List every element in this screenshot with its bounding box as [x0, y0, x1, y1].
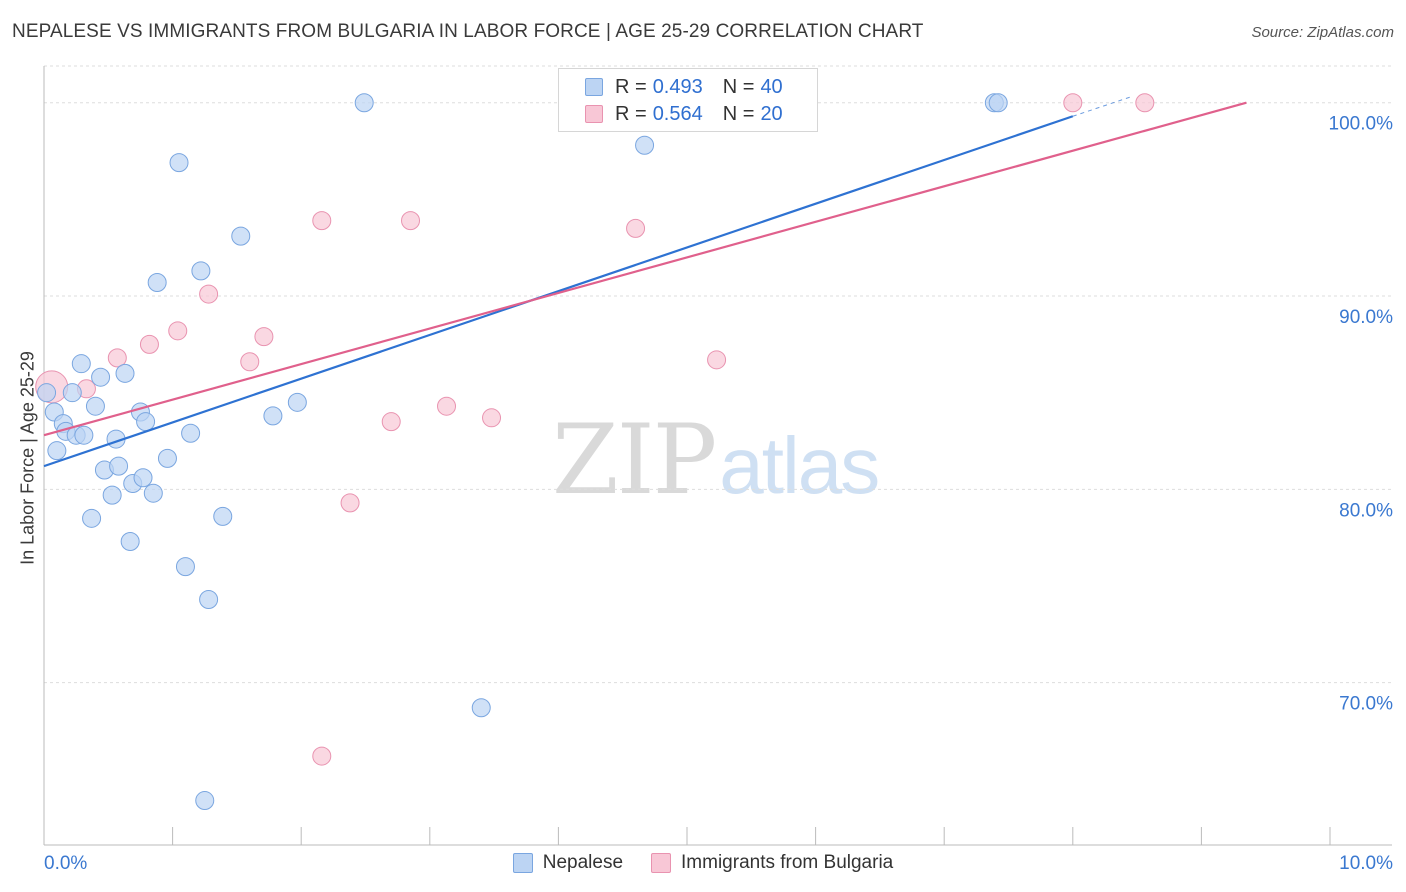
data-points	[35, 93, 1155, 811]
y-tick-label: 80.0%	[1339, 500, 1393, 521]
trend-lines	[43, 96, 1247, 468]
nepalese-point	[62, 383, 82, 403]
r-value: 0.493	[652, 75, 703, 98]
n-label: N =	[722, 75, 755, 98]
legend-row-nepalese: R = 0.493 N = 40	[585, 75, 783, 99]
bulgaria-point	[139, 334, 159, 354]
nepalese-point	[47, 441, 67, 461]
bulgaria-point	[401, 211, 421, 231]
nepalese-trend-extension	[1072, 96, 1131, 117]
nepalese-point	[157, 448, 177, 468]
bulgaria-point	[312, 746, 332, 766]
y-tick-label: 100.0%	[1329, 114, 1394, 135]
nepalese-point	[133, 468, 153, 488]
nepalese-point	[635, 135, 655, 155]
nepalese-point	[191, 261, 211, 281]
nepalese-point	[199, 590, 219, 610]
nepalese-point	[109, 456, 129, 476]
nepalese-point	[988, 93, 1008, 113]
bulgaria-swatch	[585, 105, 603, 123]
legend-item-nepalese[interactable]: Nepalese	[512, 852, 624, 874]
nepalese-point	[91, 367, 111, 387]
r-label: R =	[615, 102, 647, 125]
n-value: 20	[760, 102, 783, 125]
nepalese-point	[37, 383, 57, 403]
watermark-zip: ZIP	[552, 404, 717, 516]
watermark-atlas: atlas	[719, 421, 880, 510]
nepalese-point	[143, 483, 163, 503]
nepalese-point	[71, 354, 91, 374]
nepalese-point	[169, 153, 189, 173]
legend-label: Immigrants from Bulgaria	[681, 852, 894, 873]
nepalese-point	[181, 423, 201, 443]
grid	[44, 65, 1392, 684]
legend-item-bulgaria[interactable]: Immigrants from Bulgaria	[651, 852, 893, 874]
chart-title: NEPALESE VS IMMIGRANTS FROM BULGARIA IN …	[12, 21, 924, 42]
nepalese-point	[102, 485, 122, 505]
bulgaria-trend-line	[43, 101, 1247, 437]
r-value: 0.564	[652, 102, 703, 125]
nepalese-point	[195, 791, 215, 811]
nepalese-point	[231, 226, 251, 246]
n-label: N =	[722, 102, 755, 125]
tick-labels: 100.0% 90.0% 80.0% 70.0% 0.0% 10.0%	[44, 114, 1393, 874]
nepalese-point	[74, 425, 94, 445]
series-legend: Nepalese Immigrants from Bulgaria	[0, 852, 1406, 874]
x-tick-label: 0.0%	[44, 853, 87, 874]
axes	[43, 66, 1392, 846]
bulgaria-point	[1063, 93, 1083, 113]
bulgaria-point	[482, 408, 502, 428]
bulgaria-swatch	[651, 853, 672, 873]
bulgaria-point	[312, 211, 332, 231]
bulgaria-point	[340, 493, 360, 513]
nepalese-point	[263, 406, 283, 426]
r-label: R =	[615, 75, 647, 98]
nepalese-point	[115, 363, 135, 383]
nepalese-trend-line	[43, 115, 1074, 468]
stats-legend: R = 0.493 N = 40 R = 0.564 N = 20	[558, 68, 818, 132]
bulgaria-point	[168, 321, 188, 341]
legend-row-bulgaria: R = 0.564 N = 20	[585, 102, 783, 126]
nepalese-point	[136, 412, 156, 432]
nepalese-swatch	[512, 853, 533, 873]
y-tick-label: 90.0%	[1339, 307, 1393, 328]
watermark: ZIPatlas	[552, 404, 880, 516]
nepalese-point	[213, 506, 233, 526]
nepalese-point	[120, 532, 140, 552]
nepalese-point	[82, 508, 102, 528]
bulgaria-point	[1135, 93, 1155, 113]
nepalese-point	[287, 392, 307, 412]
nepalese-swatch	[585, 78, 603, 96]
bulgaria-point	[107, 348, 127, 368]
nepalese-point	[354, 93, 374, 113]
n-value: 40	[760, 75, 783, 98]
x-tick-label: 10.0%	[1339, 853, 1393, 874]
bulgaria-point	[254, 327, 274, 347]
bulgaria-point	[381, 412, 401, 432]
legend-label: Nepalese	[542, 852, 624, 873]
bulgaria-point	[626, 218, 646, 238]
bulgaria-point	[199, 284, 219, 304]
y-tick-label: 70.0%	[1339, 694, 1393, 715]
nepalese-point	[85, 396, 105, 416]
bulgaria-point	[240, 352, 260, 372]
nepalese-point	[147, 272, 167, 292]
nepalese-point	[471, 698, 491, 718]
bulgaria-point	[707, 350, 727, 370]
nepalese-point	[175, 557, 195, 577]
bulgaria-point	[437, 396, 457, 416]
source-label: Source: ZipAtlas.com	[1251, 24, 1394, 41]
